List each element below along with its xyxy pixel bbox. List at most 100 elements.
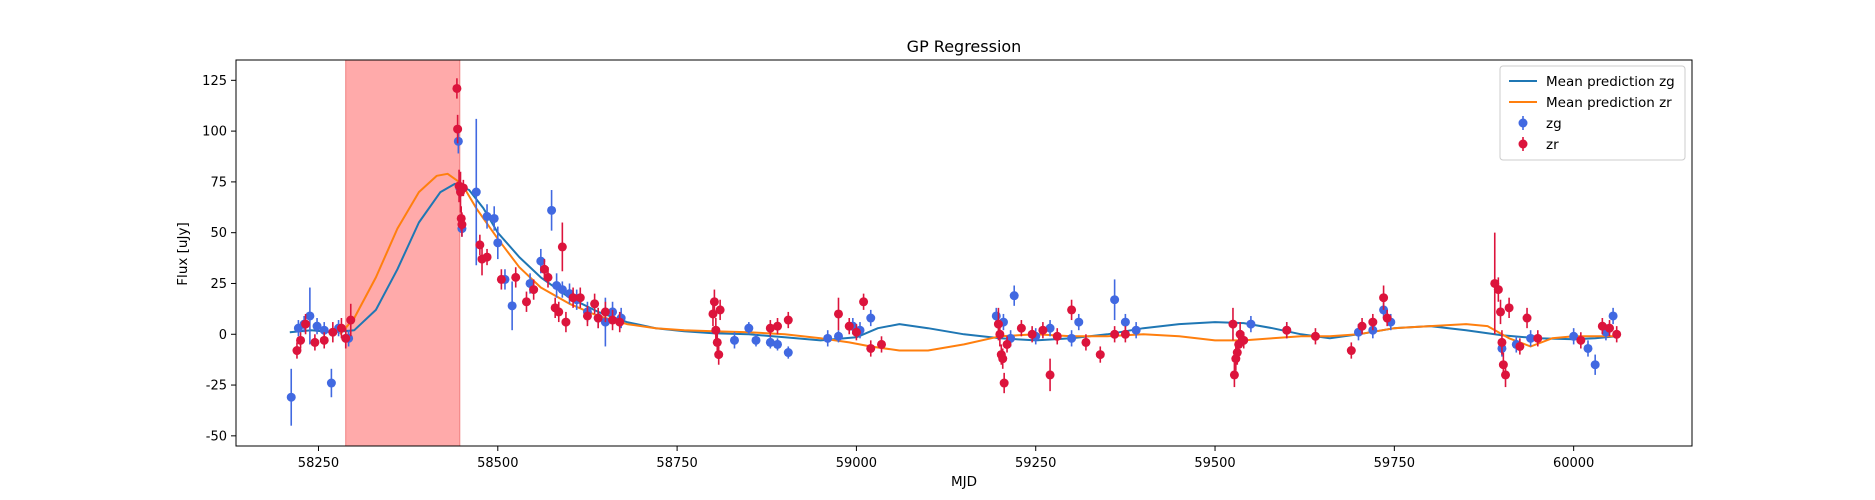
zr-data-point [615,317,625,327]
chart-title: GP Regression [907,37,1022,56]
zr-data-point [859,297,869,307]
y-tick-label: 75 [210,175,227,190]
zr-data-point [851,327,861,337]
zg-data-point [1110,295,1120,305]
x-tick-label: 58750 [656,456,697,471]
x-tick-label: 59750 [1374,456,1415,471]
zr-data-point [582,311,592,321]
legend-marker-swatch [1518,139,1528,149]
zr-data-point [833,309,843,319]
zr-data-point [1310,331,1320,341]
zg-data-point [471,187,481,197]
zr-data-point [708,309,718,319]
zg-data-point [312,321,322,331]
zr-data-point [998,354,1008,364]
zr-data-point [877,339,887,349]
zr-data-point [296,335,306,345]
y-tick-label: 25 [210,277,227,292]
legend-box [1499,65,1686,161]
zr-data-point [521,297,531,307]
y-tick-label: 100 [202,125,227,140]
zr-data-point [292,346,302,356]
y-tick-label: -25 [206,379,227,394]
zr-data-point [561,317,571,327]
zg-data-point [547,205,557,215]
zr-data-point [783,315,793,325]
y-tick-label: 0 [219,328,227,343]
x-tick-label: 59000 [836,456,877,471]
legend-marker-swatch [1518,118,1528,128]
zr-data-point [1504,303,1514,313]
zg-data-point [991,311,1001,321]
zr-data-point [1346,346,1356,356]
zg-data-point [319,325,329,335]
x-tick-label: 59250 [1015,456,1056,471]
zr-data-point [575,293,585,303]
zr-data-point [529,285,539,295]
zr-data-point [1498,360,1508,370]
zr-data-point [1576,335,1586,345]
zg-data-point [866,313,876,323]
zr-data-point [1120,329,1130,339]
zg-data-point [1526,333,1536,343]
zr-data-point [1533,333,1543,343]
zg-data-point [833,331,843,341]
zr-data-point [511,272,521,282]
zg-data-point [1131,325,1141,335]
x-tick-label: 59500 [1194,456,1235,471]
zr-data-point [310,337,320,347]
zr-data-point [557,242,567,252]
zg-data-point [773,339,783,349]
zr-data-point [995,329,1005,339]
zr-data-point [554,307,564,317]
zg-data-point [729,335,739,345]
zr-data-point [608,315,618,325]
zg-data-point [783,348,793,358]
zr-data-point [1493,285,1503,295]
zr-data-point [341,333,351,343]
zr-data-point [1522,313,1532,323]
mean-prediction-line-zr [339,172,1617,352]
zr-data-point [568,293,578,303]
y-tick-label: 50 [210,226,227,241]
zg-data-point [1569,331,1579,341]
zr-data-point [1515,341,1525,351]
zr-data-point [1597,321,1607,331]
zr-data-point [539,264,549,274]
zr-data-point [453,124,463,134]
zr-data-point [765,323,775,333]
zr-data-point [1016,323,1026,333]
zr-data-point [773,321,783,331]
zr-data-point [593,313,603,323]
y-tick-label: -50 [206,429,227,444]
zr-data-point [844,321,854,331]
zr-data-point [1239,335,1249,345]
zg-data-point [1583,343,1593,353]
zr-data-point [590,299,600,309]
x-tick-label: 58250 [298,456,339,471]
zr-data-point [346,315,356,325]
zr-data-point [457,220,467,230]
zg-data-point [1608,311,1618,321]
zr-data-point [1229,370,1239,380]
zg-data-point [286,392,296,402]
zg-data-point [1067,333,1077,343]
zr-data-point [709,297,719,307]
zg-data-point [1590,360,1600,370]
zr-data-point [999,378,1009,388]
zr-data-point [1052,331,1062,341]
zr-data-point [543,272,553,282]
zr-data-point [1501,370,1511,380]
zr-data-point [1228,319,1238,329]
x-tick-label: 58500 [477,456,518,471]
zr-data-point [1110,329,1120,339]
zr-data-point [336,323,346,333]
zg-data-point [1045,323,1055,333]
zr-data-point [301,319,311,329]
x-axis-label: MJD [951,474,977,490]
y-tick-label: 125 [202,74,227,89]
zr-data-point [1605,323,1615,333]
zr-data-point [452,83,462,93]
zr-data-point [1081,337,1091,347]
